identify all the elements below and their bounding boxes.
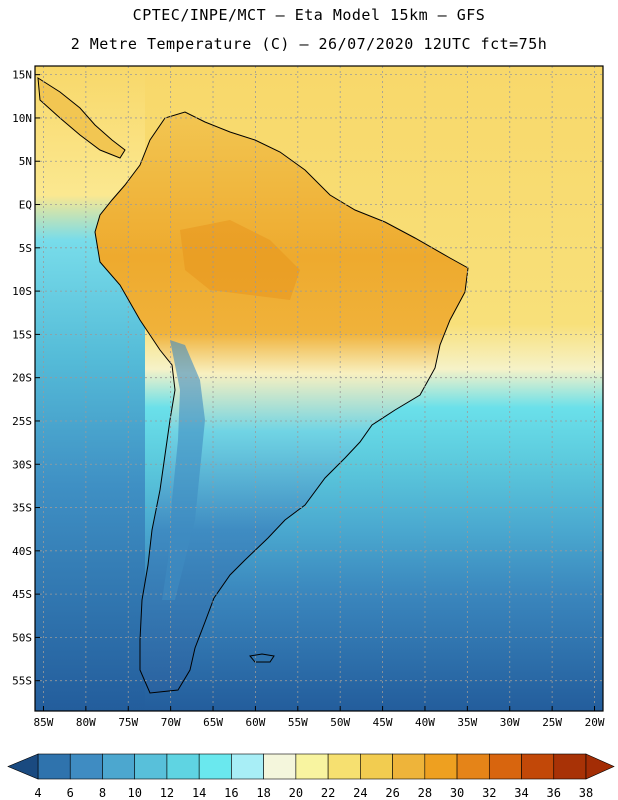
lat-tick-label: 30S	[12, 458, 32, 471]
colorbar-label: 14	[192, 786, 206, 800]
colorbar-swatch	[553, 753, 587, 780]
lat-tick-label: 25S	[12, 415, 32, 428]
colorbar-swatch	[263, 753, 297, 780]
map-field	[35, 66, 603, 711]
lon-tick-label: 60W	[245, 716, 265, 729]
lon-tick-label: 45W	[373, 716, 393, 729]
colorbar-label: 12	[160, 786, 174, 800]
colorbar-label: 22	[321, 786, 335, 800]
colorbar-label: 32	[482, 786, 496, 800]
pacific-field	[35, 66, 145, 711]
falkland-islands	[249, 653, 275, 663]
lon-tick-label: 25W	[542, 716, 562, 729]
lon-tick-label: 65W	[203, 716, 223, 729]
colorbar-overflow-arrow	[585, 753, 615, 780]
lon-tick-label: 50W	[330, 716, 350, 729]
colorbar-swatch	[488, 753, 522, 780]
lat-tick-label: 5N	[19, 155, 32, 168]
colorbar-swatch	[424, 753, 458, 780]
lat-tick-label: 50S	[12, 631, 32, 644]
latitude-ticks: 15N 10N 5N EQ 5S 10S 15S 20S 25S 30S 35S 40S 45S 50S 5…	[12, 69, 40, 688]
lon-tick-label: 40W	[415, 716, 435, 729]
colorbar-swatch	[69, 753, 103, 780]
colorbar-label: 6	[67, 786, 74, 800]
colorbar-swatch	[102, 753, 136, 780]
map-frame	[34, 65, 604, 712]
lon-tick-label: 75W	[118, 716, 138, 729]
lat-tick-label: EQ	[19, 199, 32, 212]
colorbar-label: 36	[547, 786, 561, 800]
colorbar-swatch	[360, 753, 393, 780]
colorbar-swatch	[521, 753, 555, 780]
lat-tick-label: 15S	[12, 328, 32, 341]
colorbar-swatch	[392, 753, 426, 780]
colorbar-label: 38	[579, 786, 593, 800]
colorbar-label: 18	[256, 786, 270, 800]
colorbar-underflow-arrow	[7, 753, 39, 780]
colorbar-label: 10	[127, 786, 141, 800]
colorbar-label: 30	[450, 786, 464, 800]
map-title: CPTEC/INPE/MCT – Eta Model 15km – GFS	[132, 6, 486, 24]
lat-tick-label: 10N	[12, 112, 32, 125]
lat-tick-label: 45S	[12, 588, 32, 601]
colorbar-label: 24	[353, 786, 367, 800]
colorbar-swatch	[37, 753, 71, 780]
colorbar-swatch	[134, 753, 168, 780]
lon-tick-label: 80W	[76, 716, 96, 729]
colorbar-label: 28	[418, 786, 432, 800]
colorbar-label: 8	[99, 786, 106, 800]
lon-tick-label: 55W	[288, 716, 308, 729]
colorbar-label: 16	[224, 786, 238, 800]
lat-tick-label: 15N	[12, 69, 32, 82]
colorbar-swatch	[327, 753, 361, 780]
colorbar-swatch	[166, 753, 200, 780]
lat-tick-label: 35S	[12, 502, 32, 515]
lat-tick-label: 20S	[12, 372, 32, 385]
longitude-ticks: 85W 80W 75W 70W 65W 60W 55W 50W 45W 40W 35W 30W 25W 2…	[34, 706, 605, 729]
colorbar-swatch	[295, 753, 329, 780]
andes-ridge	[162, 340, 205, 600]
colorbar: 4 6 8 10 12 14 16 18 20 22 24 26 28 30 32 34 36 38	[7, 753, 615, 800]
lon-tick-label: 30W	[500, 716, 520, 729]
colorbar-label: 34	[514, 786, 528, 800]
lon-tick-label: 85W	[34, 716, 54, 729]
colorbar-swatch	[231, 753, 264, 780]
lat-tick-label: 5S	[19, 242, 32, 255]
colorbar-swatch	[198, 753, 232, 780]
map-subtitle: 2 Metre Temperature (C) – 26/07/2020 12U…	[70, 35, 548, 53]
colorbar-label: 20	[289, 786, 303, 800]
lat-tick-label: 40S	[12, 545, 32, 558]
lat-tick-label: 10S	[12, 285, 32, 298]
colorbar-label: 26	[385, 786, 399, 800]
colorbar-label: 4	[34, 786, 41, 800]
lon-tick-label: 35W	[457, 716, 477, 729]
lat-tick-label: 55S	[12, 675, 32, 688]
lon-tick-label: 70W	[161, 716, 181, 729]
amazon-warm-core	[180, 220, 300, 300]
lon-tick-label: 20W	[585, 716, 605, 729]
colorbar-swatch	[456, 753, 490, 780]
